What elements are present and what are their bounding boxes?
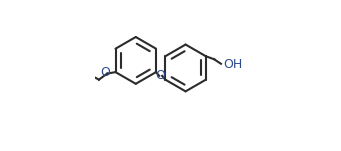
Text: OH: OH	[223, 58, 242, 71]
Text: O: O	[156, 69, 166, 82]
Text: O: O	[101, 66, 110, 79]
